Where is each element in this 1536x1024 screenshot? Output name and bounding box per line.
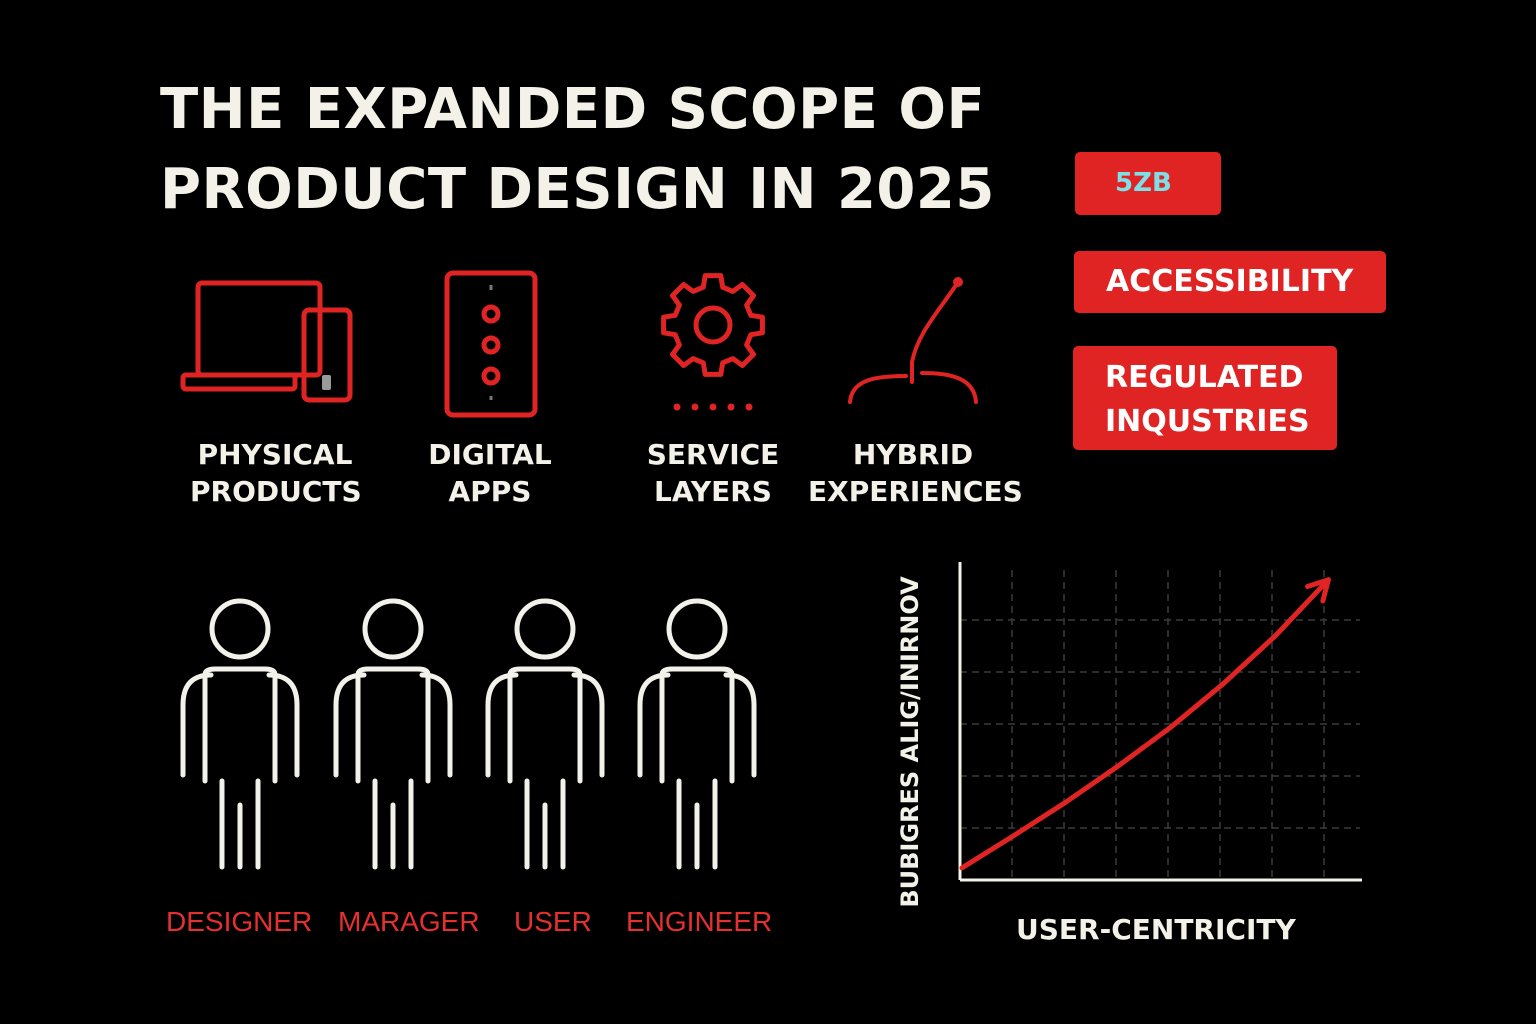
regulated-badge-line-1: REGULATED xyxy=(1105,360,1304,395)
user-figure-icon xyxy=(485,598,605,870)
chart-y-axis-label: BUBIGRES ALIG/INIRNOV xyxy=(896,576,924,908)
designer-figure-icon xyxy=(180,598,300,870)
category-physical-products: PHYSICAL PRODUCTS xyxy=(190,438,362,508)
role-label-user: USER xyxy=(514,906,592,937)
category-hybrid-experiences: HYBRID EXPERIENCES xyxy=(808,438,1023,508)
role-label-designer: DESIGNER xyxy=(166,906,313,937)
devices-icon xyxy=(180,280,353,403)
line-chart xyxy=(958,562,1362,882)
chart-series-line xyxy=(959,577,1331,871)
page-title: THE EXPANDED SCOPE OF PRODUCT DESIGN IN … xyxy=(160,70,995,230)
accessibility-badge: ACCESSIBILITY xyxy=(1074,251,1386,313)
regulated-industries-badge: REGULATED INQUSTRIES xyxy=(1073,346,1337,450)
gear-icon xyxy=(661,273,765,411)
category-service-layers: SERVICE LAYERS xyxy=(646,438,780,508)
joystick-icon xyxy=(848,277,978,404)
regulated-badge-line-2: INQUSTRIES xyxy=(1105,404,1310,439)
title-line-2: PRODUCT DESIGN IN 2025 xyxy=(160,157,995,222)
stat-badge: 5ZB xyxy=(1075,152,1221,215)
category-digital-apps: DIGITAL APPS xyxy=(428,438,552,508)
manager-figure-icon xyxy=(333,598,453,870)
engineer-figure-icon xyxy=(637,598,757,870)
role-label-engineer: ENGINEER xyxy=(626,906,773,937)
title-line-1: THE EXPANDED SCOPE OF xyxy=(160,77,986,142)
role-label-manager: MARAGER xyxy=(338,906,480,937)
chart-x-axis-label: USER-CENTRICITY xyxy=(1016,913,1296,946)
smartphone-icon xyxy=(444,270,538,418)
chart-arrowhead xyxy=(1305,577,1331,604)
